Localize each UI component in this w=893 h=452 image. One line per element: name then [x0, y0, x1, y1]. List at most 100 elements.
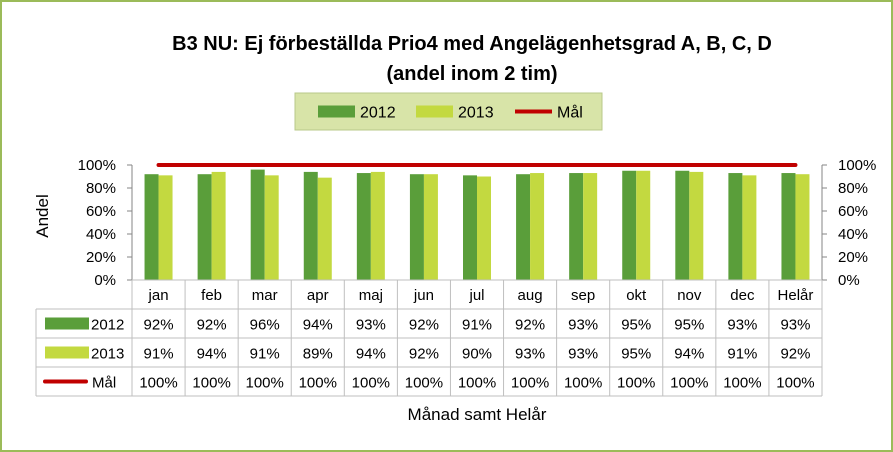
y-tick-left-20: 20%	[86, 249, 116, 266]
table-cell-2013-apr: 89%	[303, 346, 333, 363]
x-axis-title: Månad samt Helår	[408, 405, 547, 424]
bar-2013-jan	[158, 175, 173, 280]
x-tick-okt: okt	[626, 287, 647, 304]
y-tick-left-60: 60%	[86, 203, 116, 220]
x-tick-maj: maj	[359, 287, 383, 304]
chart-title-line-2: (andel inom 2 tim)	[386, 63, 557, 85]
bar-2012-feb	[197, 174, 212, 280]
bar-2013-feb	[211, 171, 226, 280]
x-tick-sep: sep	[571, 287, 595, 304]
bar-2012-jul	[463, 175, 477, 280]
bar-2013-mar	[264, 175, 279, 280]
table-cell-2013-okt: 95%	[621, 346, 651, 363]
table-cell-Mål-aug: 100%	[511, 375, 549, 392]
legend-label-Mål: Mål	[557, 104, 583, 122]
x-tick-mar: mar	[252, 287, 278, 304]
bar-2013-jul	[477, 176, 491, 280]
bar-2012-jan	[144, 174, 159, 280]
y-tick-right-100: 100%	[838, 157, 876, 174]
legend-swatch-2013	[416, 105, 453, 118]
table-key-2013	[45, 346, 89, 359]
legend: 2012 2013 Mål	[294, 92, 603, 131]
x-tick-aug: aug	[518, 287, 543, 304]
y-tick-right-60: 60%	[838, 203, 868, 220]
y-tick-left-80: 80%	[86, 180, 116, 197]
bar-2013-okt	[636, 170, 651, 280]
table-cell-2013-feb: 94%	[197, 346, 227, 363]
table-cell-Mål-dec: 100%	[723, 375, 761, 392]
table-cell-2012-Helår: 93%	[780, 317, 810, 334]
x-tick-feb: feb	[201, 287, 222, 304]
table-cell-Mål-feb: 100%	[192, 375, 230, 392]
x-tick-Helår: Helår	[778, 287, 814, 304]
table-cell-2013-jul: 90%	[462, 346, 492, 363]
bar-2013-nov	[689, 171, 704, 280]
table-row-label-2012: 2012	[91, 317, 124, 334]
table-cell-Mål-jun: 100%	[405, 375, 443, 392]
table-cell-2013-aug: 93%	[515, 346, 545, 363]
table-cell-2012-dec: 93%	[727, 317, 757, 334]
table-cell-2012-nov: 95%	[674, 317, 704, 334]
bar-2012-apr	[303, 171, 318, 280]
table-cell-2012-mar: 96%	[250, 317, 280, 334]
table-cell-2012-jan: 92%	[144, 317, 174, 334]
table-cell-2012-aug: 92%	[515, 317, 545, 334]
bar-2012-maj	[356, 173, 371, 280]
table-cell-2013-Helår: 92%	[780, 346, 810, 363]
bar-2012-okt	[622, 170, 637, 280]
table-row-label-Mål: Mål	[92, 375, 116, 392]
bar-2012-aug	[516, 174, 531, 280]
x-tick-jan: jan	[148, 287, 169, 304]
y-tick-right-0: 0%	[838, 272, 860, 289]
table-cell-2012-sep: 93%	[568, 317, 598, 334]
table-cell-2012-feb: 92%	[197, 317, 227, 334]
table-cell-Mål-maj: 100%	[352, 375, 390, 392]
y-tick-left-40: 40%	[86, 226, 116, 243]
table-cell-Mål-sep: 100%	[564, 375, 602, 392]
bar-2013-apr	[317, 177, 332, 280]
y-axis-right: 0% 20% 40% 60% 80% 100%	[821, 157, 876, 289]
x-tick-jul: jul	[468, 287, 484, 304]
bar-2013-aug	[530, 173, 545, 280]
bar-2012-mar	[250, 169, 265, 280]
legend-label-2012: 2012	[360, 105, 396, 122]
bar-2012-dec	[728, 173, 743, 280]
table-cell-2013-mar: 91%	[250, 346, 280, 363]
table-key-2012	[45, 317, 89, 330]
table-cell-Mål-Helår: 100%	[776, 375, 814, 392]
chart-title-line-1: B3 NU: Ej förbeställda Prio4 med Angeläg…	[172, 33, 772, 55]
bar-2013-dec	[742, 175, 757, 280]
bar-2013-Helår	[795, 174, 810, 280]
table-cell-Mål-jan: 100%	[139, 375, 177, 392]
table-cell-2013-jan: 91%	[144, 346, 174, 363]
bar-2013-maj	[370, 171, 385, 280]
table-cell-Mål-jul: 100%	[458, 375, 496, 392]
x-tick-dec: dec	[730, 287, 755, 304]
table-cell-2012-jun: 92%	[409, 317, 439, 334]
table-cell-2013-dec: 91%	[727, 346, 757, 363]
legend-label-2013: 2013	[458, 105, 494, 122]
table-cell-2013-nov: 94%	[674, 346, 704, 363]
legend-swatch-2012	[318, 105, 355, 118]
table-cell-2013-jun: 92%	[409, 346, 439, 363]
table-cell-Mål-okt: 100%	[617, 375, 655, 392]
y-tick-right-20: 20%	[838, 249, 868, 266]
table-cell-2012-okt: 95%	[621, 317, 651, 334]
bar-2013-sep	[583, 173, 598, 280]
table-cell-2012-jul: 91%	[462, 317, 492, 334]
bar-2012-jun	[409, 174, 424, 280]
table-cell-Mål-apr: 100%	[299, 375, 337, 392]
table-cell-Mål-nov: 100%	[670, 375, 708, 392]
x-tick-nov: nov	[677, 287, 702, 304]
y-tick-right-80: 80%	[838, 180, 868, 197]
table-cell-2013-sep: 93%	[568, 346, 598, 363]
data-table: jan feb mar apr maj jun jul aug sep okt nov dec Helå…	[35, 279, 823, 397]
x-tick-jun: jun	[413, 287, 434, 304]
y-axis-title: Andel	[33, 194, 52, 237]
y-tick-left-100: 100%	[78, 157, 116, 174]
plot-area	[132, 163, 822, 281]
table-cell-Mål-mar: 100%	[246, 375, 284, 392]
bar-2012-sep	[569, 173, 584, 280]
x-tick-apr: apr	[307, 287, 329, 304]
